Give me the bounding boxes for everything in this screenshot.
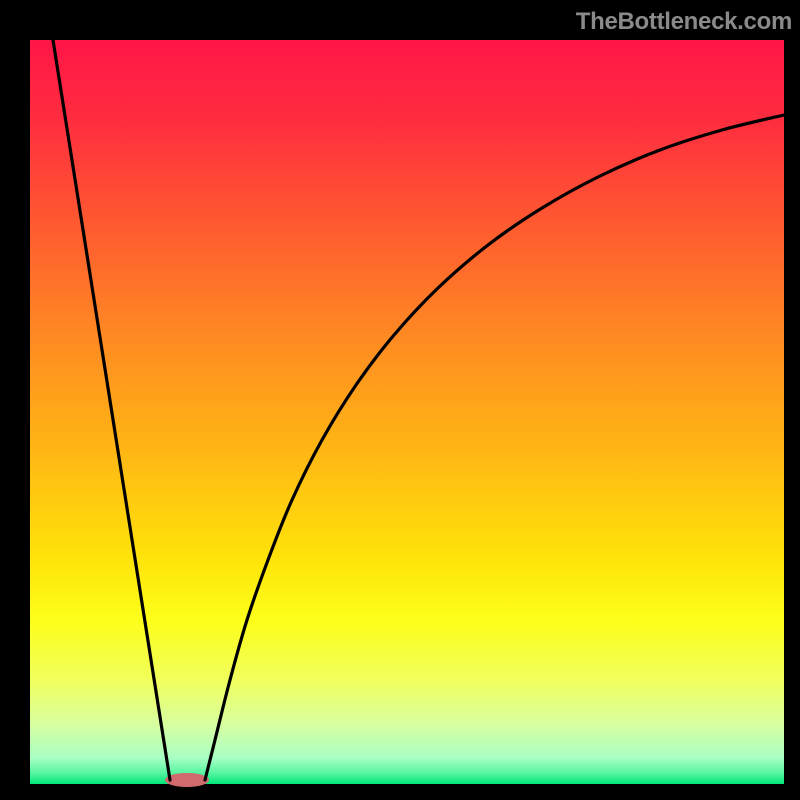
- watermark-text: TheBottleneck.com: [576, 8, 792, 36]
- plot-svg: [0, 0, 800, 800]
- chart-container: { "watermark": { "text": "TheBottleneck.…: [0, 0, 800, 800]
- gradient-background: [30, 40, 784, 784]
